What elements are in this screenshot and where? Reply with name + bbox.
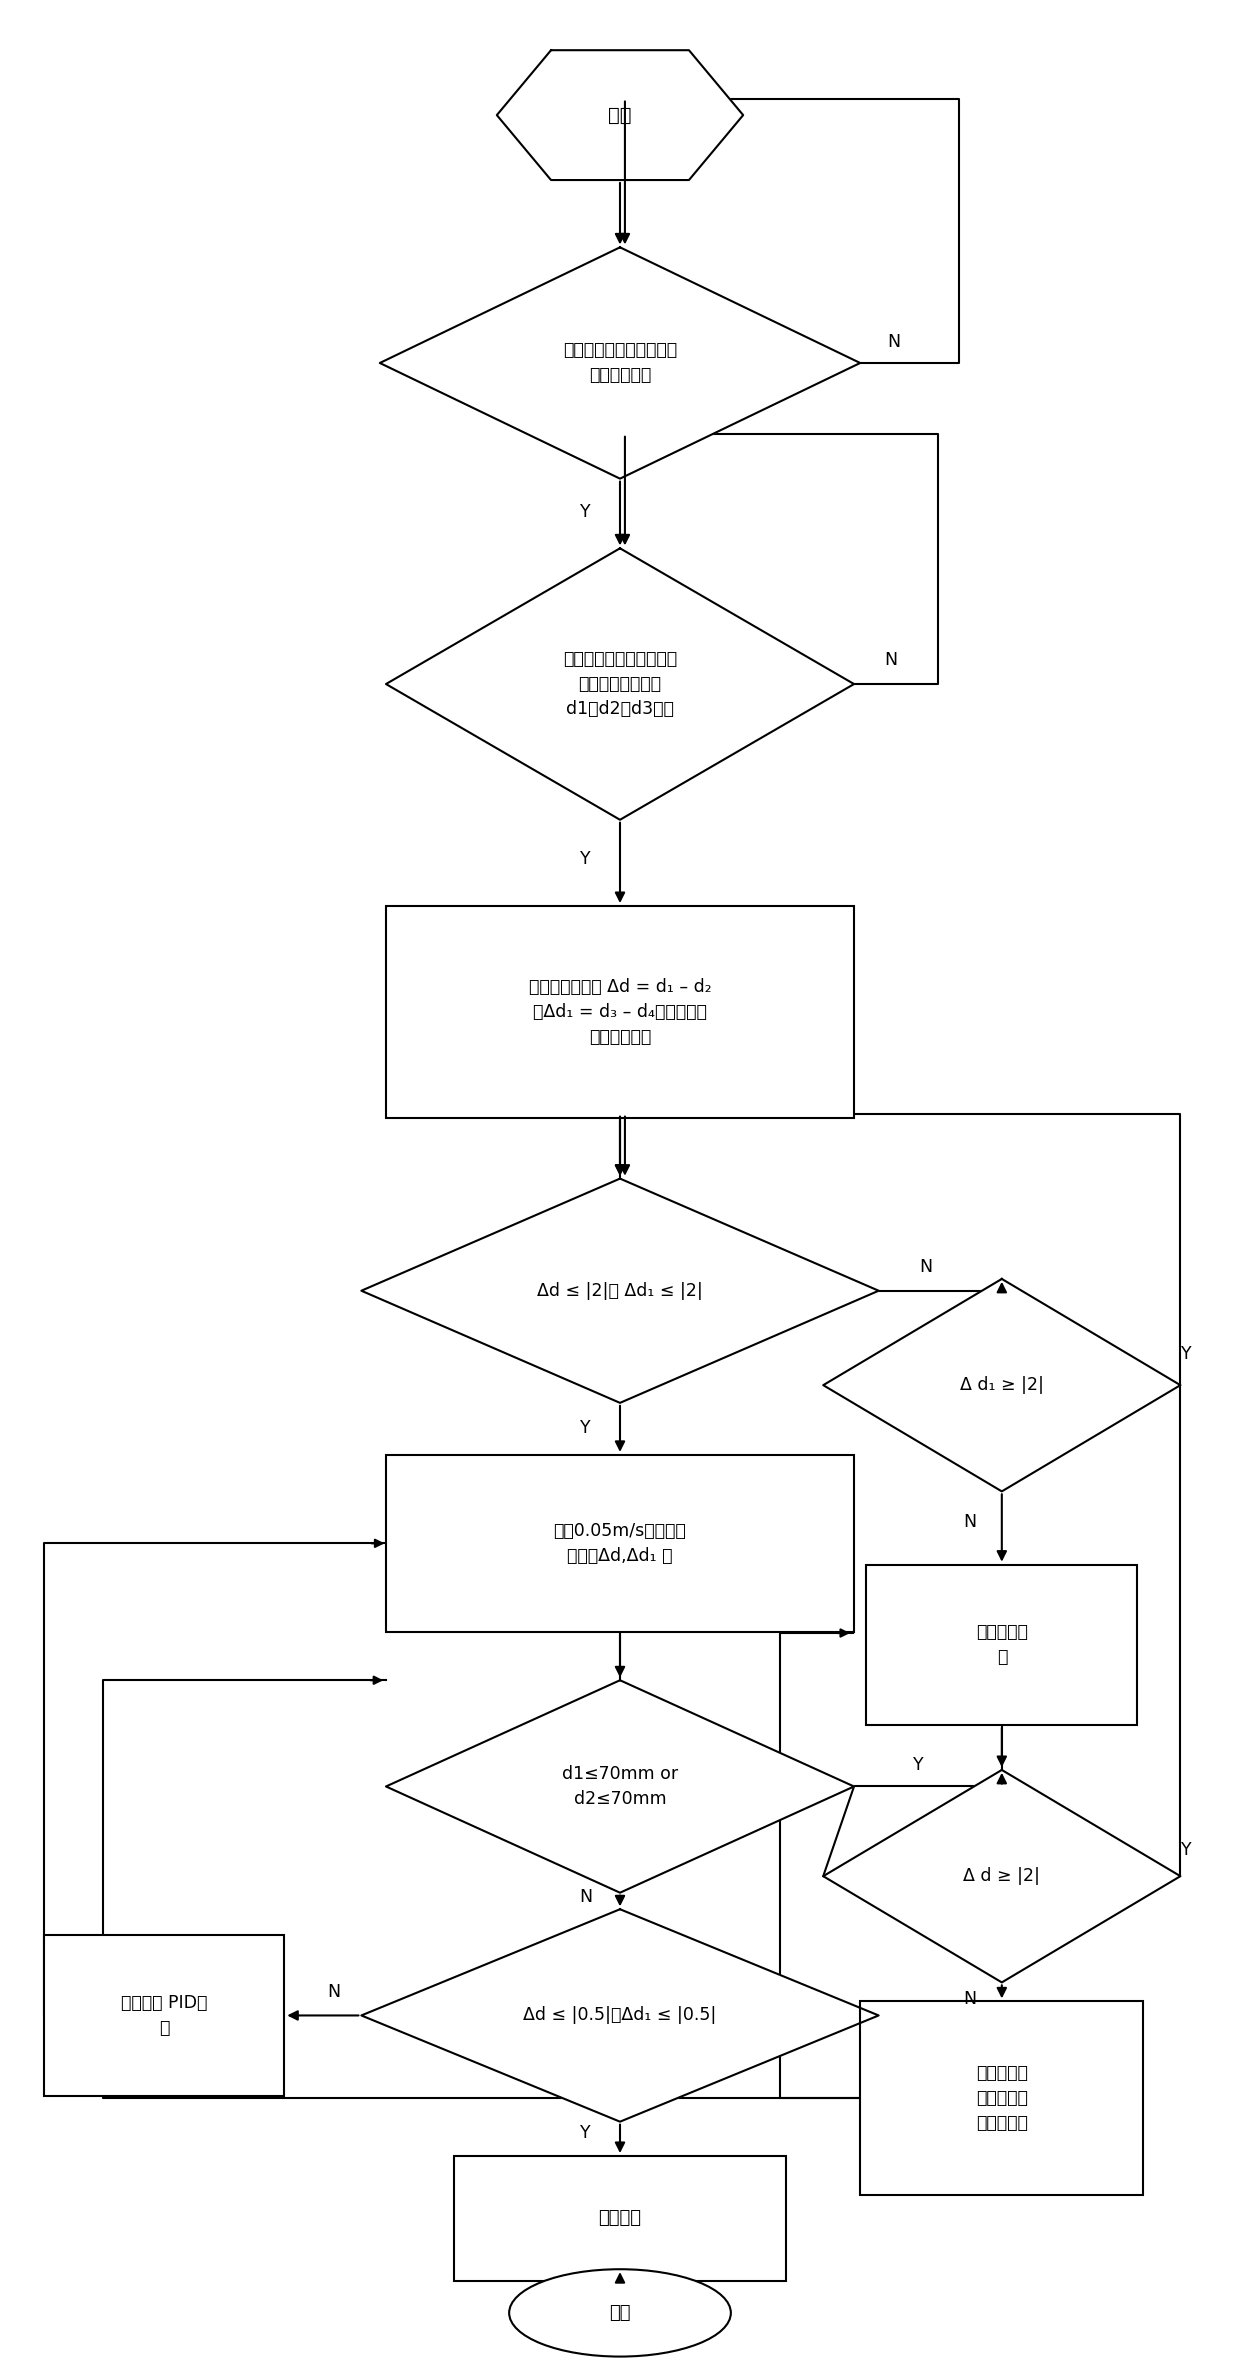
Polygon shape — [361, 1180, 879, 1402]
Text: N: N — [327, 1983, 341, 2002]
Text: 车体减速，判断激光位移
传感器是否检测到
d1、d2、d3数据: 车体减速，判断激光位移 传感器是否检测到 d1、d2、d3数据 — [563, 649, 677, 718]
Polygon shape — [379, 246, 861, 479]
Text: N: N — [884, 651, 898, 670]
FancyBboxPatch shape — [454, 2156, 786, 2281]
Text: N: N — [963, 1990, 976, 2009]
Text: 姿态模糊 PID控
制: 姿态模糊 PID控 制 — [122, 1995, 207, 2037]
Text: Y: Y — [1182, 1841, 1192, 1860]
Text: Y: Y — [1182, 1346, 1192, 1365]
Text: 开始: 开始 — [609, 107, 631, 126]
Text: N: N — [579, 1888, 591, 1907]
FancyBboxPatch shape — [386, 1455, 854, 1632]
Text: 以车体前端
为原点，旋
转调节角度: 以车体前端 为原点，旋 转调节角度 — [976, 2063, 1028, 2132]
Text: N: N — [919, 1258, 932, 1277]
Text: N: N — [887, 332, 900, 351]
Polygon shape — [823, 1279, 1180, 1492]
Text: 给入0.05m/s速度，实
时测量Δd,Δd₁ 値: 给入0.05m/s速度，实 时测量Δd,Δd₁ 値 — [553, 1521, 687, 1566]
Text: d1≤70mm or
d2≤70mm: d1≤70mm or d2≤70mm — [562, 1765, 678, 1808]
Text: Y: Y — [580, 502, 590, 521]
Text: 横向移动调
节: 横向移动调 节 — [976, 1623, 1028, 1665]
FancyBboxPatch shape — [45, 1935, 284, 2097]
Polygon shape — [386, 547, 854, 820]
Polygon shape — [497, 50, 743, 180]
FancyBboxPatch shape — [386, 905, 854, 1118]
FancyBboxPatch shape — [867, 1564, 1137, 1725]
Text: Δ d ≥ |2|: Δ d ≥ |2| — [963, 1867, 1040, 1886]
Text: Y: Y — [580, 850, 590, 867]
Polygon shape — [386, 1680, 854, 1893]
Text: Y: Y — [580, 1419, 590, 1436]
Text: 导航控制运动，判断是否
达到对接区域: 导航控制运动，判断是否 达到对接区域 — [563, 341, 677, 384]
FancyBboxPatch shape — [861, 2002, 1143, 2194]
Polygon shape — [823, 1770, 1180, 1983]
Text: 停止运动，计算 Δd = d₁ – d₂
和Δd₁ = d₃ – d₄的値，原地
调节车体姿态: 停止运动，计算 Δd = d₁ – d₂ 和Δd₁ = d₃ – d₄的値，原地… — [528, 978, 712, 1047]
Text: 返回: 返回 — [609, 2305, 631, 2322]
Text: Y: Y — [580, 2125, 590, 2142]
Text: 对接完成: 对接完成 — [599, 2210, 641, 2227]
Text: Δd ≤ |0.5|且Δd₁ ≤ |0.5|: Δd ≤ |0.5|且Δd₁ ≤ |0.5| — [523, 2007, 717, 2025]
Text: Y: Y — [913, 1755, 924, 1774]
Text: Δ d₁ ≥ |2|: Δ d₁ ≥ |2| — [960, 1376, 1044, 1395]
Text: N: N — [963, 1514, 976, 1530]
Ellipse shape — [510, 2270, 730, 2357]
Polygon shape — [361, 1909, 879, 2123]
Text: Δd ≤ |2|且 Δd₁ ≤ |2|: Δd ≤ |2|且 Δd₁ ≤ |2| — [537, 1282, 703, 1301]
